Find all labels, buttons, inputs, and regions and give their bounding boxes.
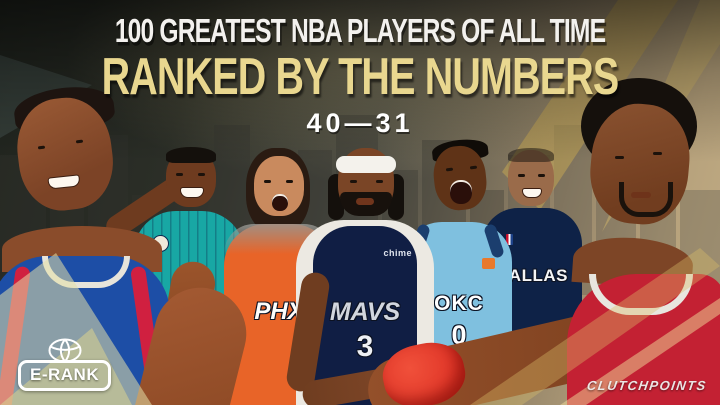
erank-label: E-RANK: [18, 360, 112, 391]
erank-logo: E-RANK: [18, 338, 112, 391]
clutchpoints-watermark: CLUTCHPOINTS: [586, 378, 709, 393]
